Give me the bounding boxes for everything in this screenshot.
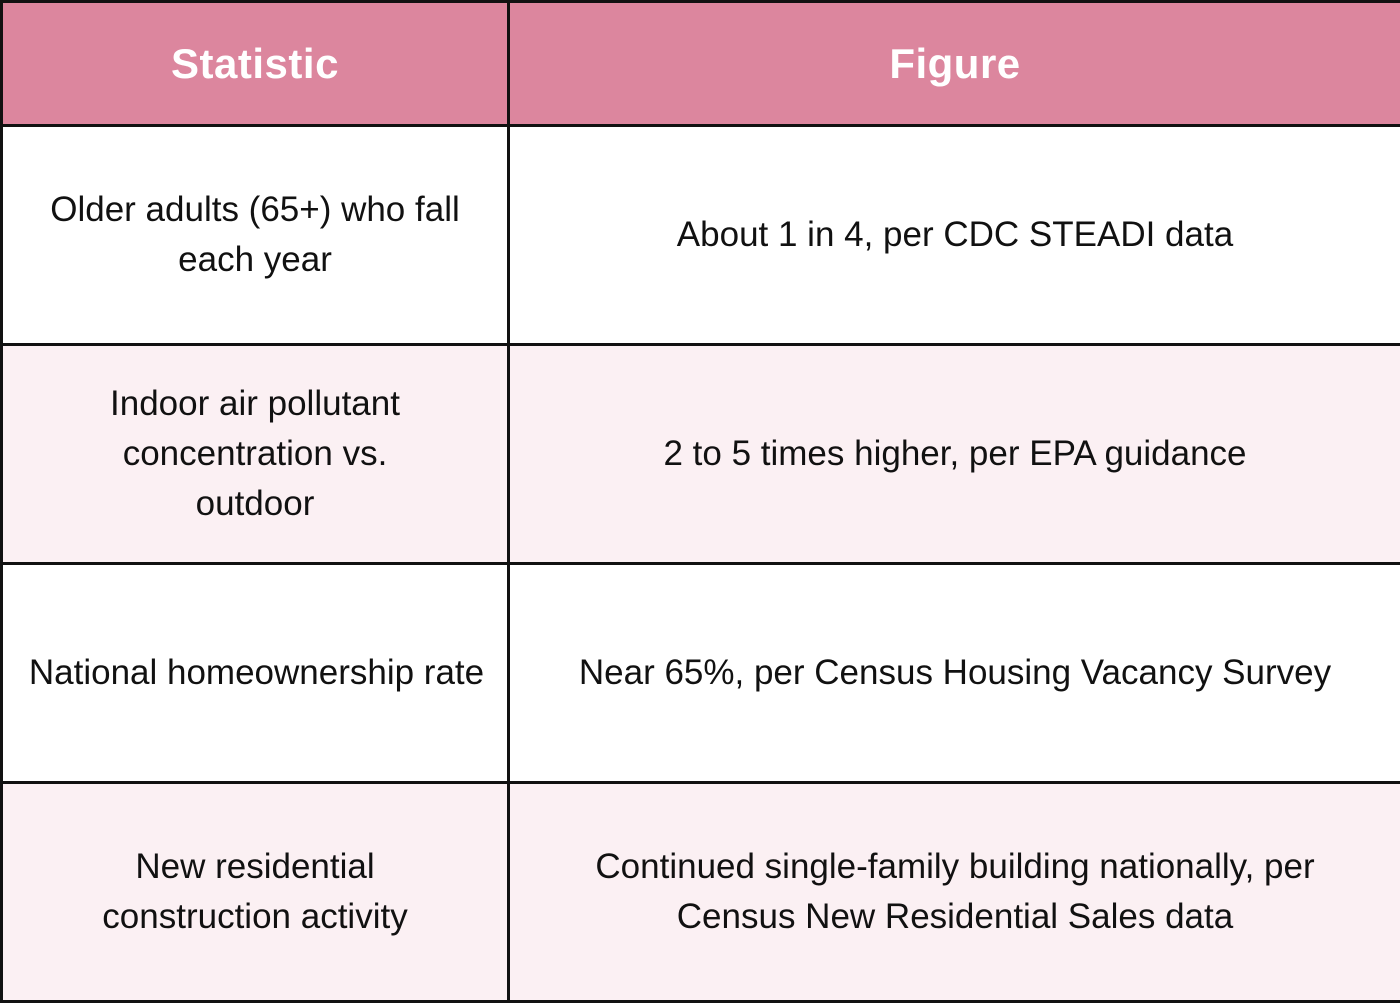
figure-cell: Near 65%, per Census Housing Vacancy Sur…	[509, 564, 1400, 783]
table-row: Indoor air pollutant concentration vs. o…	[2, 345, 1400, 564]
table-row: National homeownership rate Near 65%, pe…	[2, 564, 1400, 783]
figure-text: Continued single-family building nationa…	[555, 842, 1355, 942]
figure-cell: Continued single-family building nationa…	[509, 783, 1400, 1002]
figure-cell: About 1 in 4, per CDC STEADI data	[509, 126, 1400, 345]
statistic-cell: Indoor air pollutant concentration vs. o…	[2, 345, 509, 564]
statistic-text: New residential construction activity	[55, 842, 455, 942]
statistic-cell: New residential construction activity	[2, 783, 509, 1002]
figure-cell: 2 to 5 times higher, per EPA guidance	[509, 345, 1400, 564]
header-row: Statistic Figure	[2, 2, 1400, 126]
statistic-text: National homeownership rate	[27, 648, 486, 698]
header-figure: Figure	[509, 2, 1400, 126]
statistic-text: Older adults (65+) who fall each year	[45, 185, 465, 285]
statistic-text: Indoor air pollutant concentration vs. o…	[75, 379, 435, 529]
table-row: New residential construction activity Co…	[2, 783, 1400, 1002]
table-row: Older adults (65+) who fall each year Ab…	[2, 126, 1400, 345]
header-statistic: Statistic	[2, 2, 509, 126]
statistic-cell: National homeownership rate	[2, 564, 509, 783]
statistic-cell: Older adults (65+) who fall each year	[2, 126, 509, 345]
